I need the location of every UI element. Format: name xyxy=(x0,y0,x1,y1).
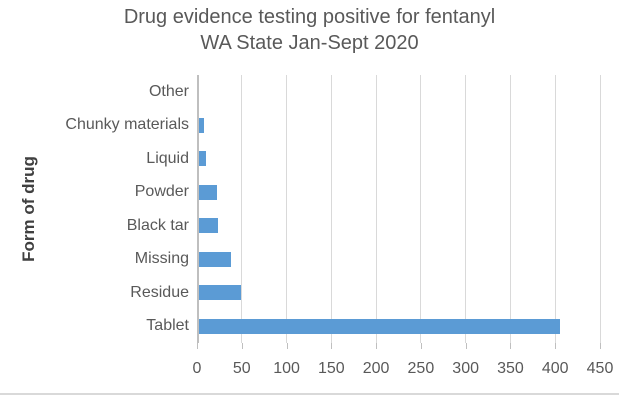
x-axis-tick-mark xyxy=(286,343,288,349)
x-axis-tick-label: 450 xyxy=(586,360,614,377)
gridline xyxy=(599,75,601,343)
chart-title-line2: WA State Jan-Sept 2020 xyxy=(200,32,419,54)
x-axis-tick-label: 350 xyxy=(497,360,524,377)
bar-missing xyxy=(199,251,232,267)
bottom-divider-line xyxy=(0,393,619,395)
x-axis-tick-label: 100 xyxy=(273,360,300,377)
x-axis-tick-label: 0 xyxy=(192,360,202,377)
gridline xyxy=(241,75,243,343)
x-axis-tick-mark xyxy=(600,343,601,349)
bar-chunky-materials xyxy=(199,117,205,133)
plot-area xyxy=(197,75,601,343)
gridline xyxy=(330,75,332,343)
gridline xyxy=(420,75,422,343)
x-axis-tick-label: 250 xyxy=(407,360,435,377)
category-label-black-tar: Black tar xyxy=(126,216,189,234)
x-axis-tick-label: 150 xyxy=(317,360,345,377)
chart-title: Drug evidence testing positive for fenta… xyxy=(0,4,619,56)
category-label-liquid: Liquid xyxy=(146,149,189,167)
bar-liquid xyxy=(199,151,207,167)
y-axis-line xyxy=(197,75,199,343)
bar-residue xyxy=(199,285,242,301)
gridline xyxy=(554,75,556,343)
x-axis-tick-mark xyxy=(465,343,467,349)
x-axis-tick-mark xyxy=(197,343,198,349)
x-axis-tick-mark xyxy=(376,343,378,349)
chart-title-line1: Drug evidence testing positive for fenta… xyxy=(123,6,496,28)
x-axis-tick-label: 400 xyxy=(541,360,569,377)
category-label-residue: Residue xyxy=(130,283,189,301)
x-axis-tick-label: 50 xyxy=(232,360,251,377)
x-axis-tick-mark xyxy=(555,343,557,349)
x-axis-tick-mark xyxy=(331,343,333,349)
bar-powder xyxy=(199,184,217,200)
bar-tablet xyxy=(199,318,560,334)
x-axis-tick-mark xyxy=(241,343,243,349)
x-axis-tick-label: 200 xyxy=(362,360,390,377)
category-label-missing: Missing xyxy=(134,250,189,268)
gridline xyxy=(375,75,377,343)
x-axis-tick-label: 300 xyxy=(452,360,479,377)
category-label-chunky-materials: Chunky materials xyxy=(65,116,189,134)
category-label-tablet: Tablet xyxy=(146,317,189,335)
gridline xyxy=(465,75,467,343)
category-label-other: Other xyxy=(148,82,189,100)
gridline xyxy=(509,75,511,343)
bar-black-tar xyxy=(199,218,218,234)
gridline xyxy=(286,75,288,343)
x-axis-tick-mark xyxy=(510,343,512,349)
category-label-powder: Powder xyxy=(134,183,189,201)
x-axis-tick-mark xyxy=(420,343,422,349)
y-axis-category-labels: Other Chunky materials Liquid Powder Black t… xyxy=(0,75,189,343)
